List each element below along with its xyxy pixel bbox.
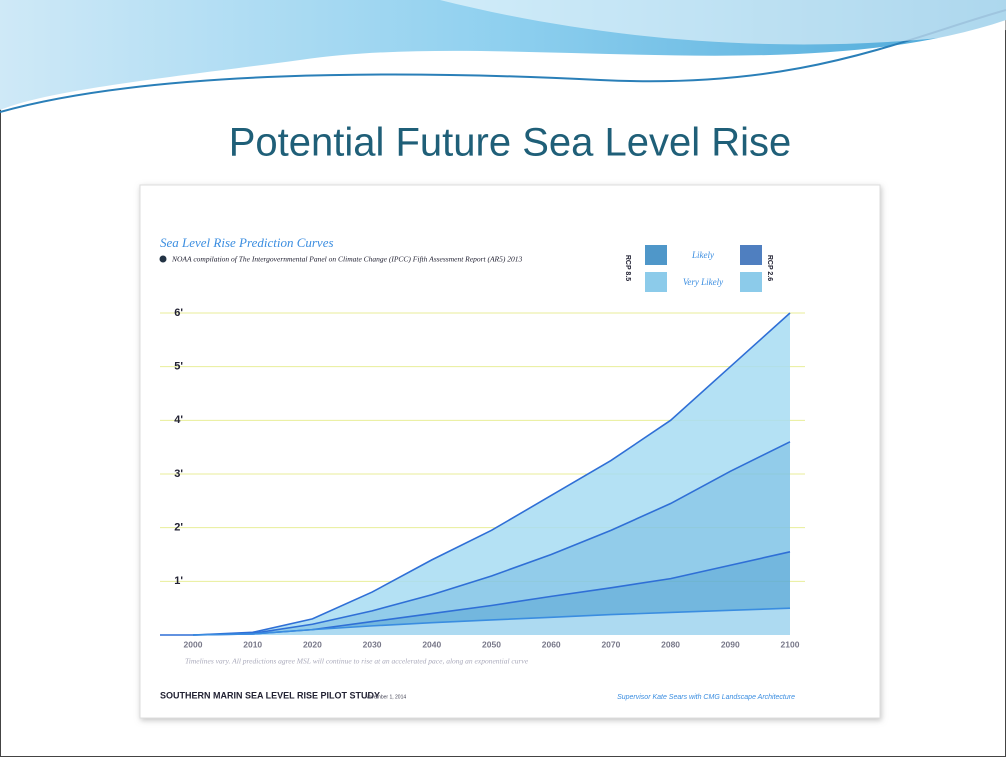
chart-note: Timelines vary. All predictions agree MS… xyxy=(185,657,529,666)
x-tick-label: 2040 xyxy=(422,639,441,649)
y-tick-label: 4' xyxy=(174,414,183,426)
x-tick-label: 2050 xyxy=(482,639,501,649)
scenario-label: RCP 2.6 xyxy=(766,255,773,281)
x-tick-label: 2080 xyxy=(661,639,680,649)
band xyxy=(193,313,790,635)
y-tick-label: 2' xyxy=(174,522,183,534)
header-highlight xyxy=(440,0,1006,45)
legend-swatch xyxy=(740,272,762,292)
slide-title: Potential Future Sea Level Rise xyxy=(229,121,792,165)
band xyxy=(193,551,790,635)
legend-swatch xyxy=(740,245,762,265)
y-tick-label: 6' xyxy=(174,307,183,319)
legend-label: Likely xyxy=(691,250,714,260)
header-line xyxy=(0,9,1006,113)
x-tick-label: 2020 xyxy=(303,639,322,649)
series-line xyxy=(192,441,791,636)
y-tick-label: 5' xyxy=(174,361,183,373)
x-tick-label: 2090 xyxy=(721,639,740,649)
y-tick-label: 3' xyxy=(174,468,183,480)
chart-title: Sea Level Rise Prediction Curves xyxy=(160,235,334,250)
footer-date: November 1, 2014 xyxy=(365,694,406,700)
chart-subtitle: NOAA compilation of The Intergovernmenta… xyxy=(171,255,522,264)
legend-swatch xyxy=(645,272,667,292)
series-line xyxy=(192,607,791,636)
noaa-icon xyxy=(159,255,167,263)
footer-study: SOUTHERN MARIN SEA LEVEL RISE PILOT STUD… xyxy=(160,690,380,700)
legend-swatch xyxy=(645,245,667,265)
x-tick-label: 2100 xyxy=(781,639,800,649)
scenario-label: RCP 8.5 xyxy=(624,255,631,281)
x-tick-label: 2000 xyxy=(184,639,203,649)
x-tick-label: 2010 xyxy=(243,639,262,649)
footer-credit: Supervisor Kate Sears with CMG Landscape… xyxy=(617,694,795,701)
y-tick-label: 1' xyxy=(174,575,183,587)
x-tick-label: 2030 xyxy=(363,639,382,649)
x-tick-label: 2070 xyxy=(601,639,620,649)
legend-label: Very Likely xyxy=(683,277,723,287)
x-tick-label: 2060 xyxy=(542,639,561,649)
band xyxy=(193,441,790,635)
series-line xyxy=(192,312,791,636)
